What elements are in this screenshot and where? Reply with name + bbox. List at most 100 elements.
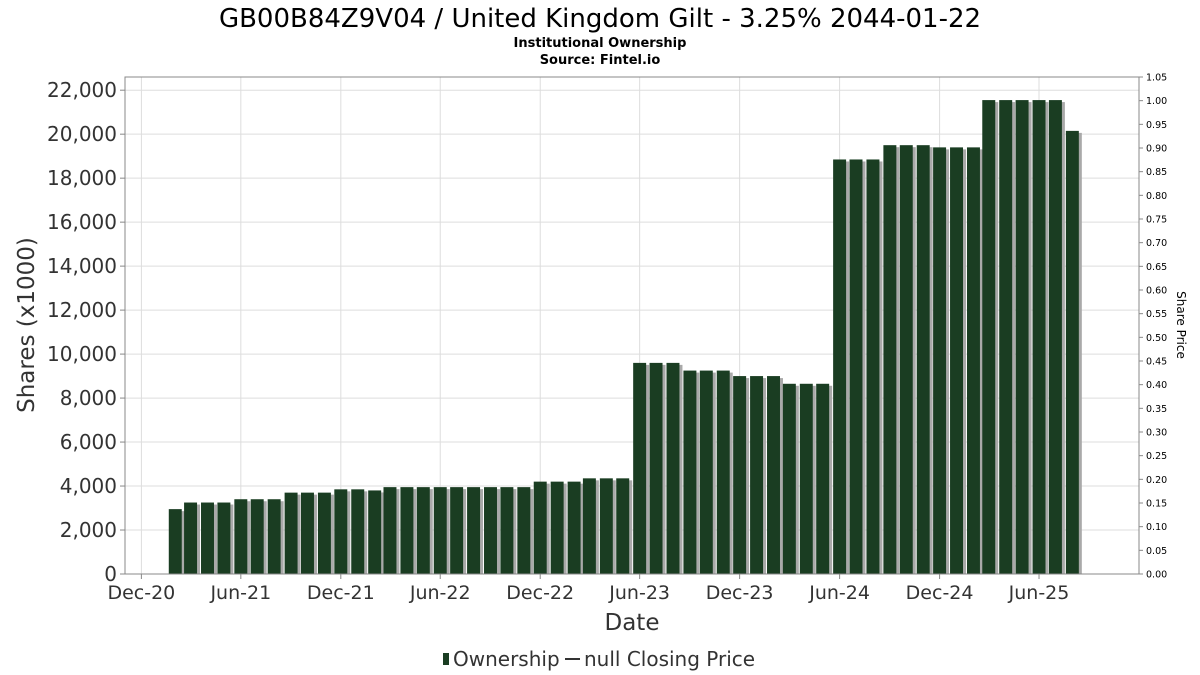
y-tick-label: 20,000 <box>47 122 117 146</box>
bar <box>250 499 264 574</box>
bar <box>300 492 314 574</box>
y-tick-label: 8,000 <box>60 386 117 410</box>
y2-tick-label: 0.20 <box>1146 475 1167 486</box>
y-tick-label: 16,000 <box>47 210 117 234</box>
bar <box>999 100 1013 575</box>
bar <box>433 487 447 574</box>
bar <box>799 383 813 574</box>
bar <box>950 147 964 574</box>
bar <box>533 481 547 574</box>
x-axis-label: Date <box>605 610 660 636</box>
bar <box>899 145 913 575</box>
y2-tick-label: 0.10 <box>1146 522 1167 533</box>
x-tick-label: Dec-22 <box>506 582 574 604</box>
y2-tick-label: 0.40 <box>1146 380 1167 391</box>
y2-tick-label: 0.00 <box>1146 570 1167 581</box>
y2-tick-label: 1.05 <box>1146 73 1167 84</box>
bar <box>849 159 863 575</box>
y2-tick-label: 0.35 <box>1146 404 1167 415</box>
y2-tick-label: 0.15 <box>1146 499 1167 510</box>
y-tick-label: 14,000 <box>47 254 117 278</box>
y2-tick-label: 1.00 <box>1146 96 1167 107</box>
bar <box>168 509 182 574</box>
legend: Ownership null Closing Price <box>443 647 755 671</box>
bar <box>716 370 730 574</box>
y2-axis-ticks: 0.00 0.05 0.10 0.15 0.20 0.25 0.30 0.35 0.40 0.45… <box>1139 73 1167 581</box>
bar <box>1032 100 1046 575</box>
bar <box>599 478 613 574</box>
bar <box>683 370 697 574</box>
bar <box>582 478 596 574</box>
bar <box>649 362 663 574</box>
y-tick-label: 0 <box>104 562 117 586</box>
bar <box>450 487 464 574</box>
bar <box>567 481 581 574</box>
bar <box>1048 100 1062 575</box>
y2-tick-label: 0.45 <box>1146 357 1167 368</box>
x-tick-label: Jun-22 <box>409 582 471 604</box>
bar <box>383 487 397 574</box>
bar <box>201 502 214 574</box>
y-axis-label: Shares (x1000) <box>14 237 40 413</box>
bar <box>334 489 348 574</box>
x-tick-label: Jun-21 <box>209 582 271 604</box>
x-axis-ticks: Dec-20 Jun-21 Dec-21 Jun-22 Dec-22 Jun-23 Dec-… <box>107 574 1069 604</box>
x-tick-label: Dec-21 <box>307 582 375 604</box>
bar <box>234 499 248 574</box>
plot-area-frame <box>124 76 1140 575</box>
y2-tick-label: 0.90 <box>1146 144 1167 155</box>
chart-subtitle-line-2: Source: Fintel.io <box>540 53 661 68</box>
x-tick-label: Dec-24 <box>906 582 974 604</box>
bar <box>484 487 497 574</box>
bar <box>699 370 713 574</box>
x-tick-label: Jun-25 <box>1008 582 1070 604</box>
bar <box>351 489 365 574</box>
bar <box>666 362 680 574</box>
y2-tick-label: 0.80 <box>1146 191 1167 202</box>
legend-label-closing-price: null Closing Price <box>584 647 755 671</box>
chart-subtitle-line-1: Institutional Ownership <box>514 36 687 51</box>
y-tick-label: 4,000 <box>60 474 117 498</box>
bar <box>750 376 764 574</box>
y-tick-label: 10,000 <box>47 342 117 366</box>
bar <box>866 159 880 575</box>
x-tick-label: Jun-24 <box>808 582 870 604</box>
bar <box>400 487 414 574</box>
bar <box>883 145 897 575</box>
bars <box>168 100 1082 575</box>
y-tick-label: 12,000 <box>47 298 117 322</box>
bar <box>467 487 481 574</box>
y-tick-label: 22,000 <box>47 78 117 102</box>
y2-tick-label: 0.65 <box>1146 262 1167 273</box>
y2-tick-label: 0.50 <box>1146 333 1167 344</box>
bar <box>633 362 647 574</box>
y-tick-label: 2,000 <box>60 518 117 542</box>
x-tick-label: Dec-23 <box>706 582 774 604</box>
y2-tick-label: 0.30 <box>1146 428 1167 439</box>
chart-title: GB00B84Z9V04 / United Kingdom Gilt - 3.2… <box>219 4 981 34</box>
bar <box>767 376 780 574</box>
bar <box>1065 130 1079 575</box>
y-tick-label: 6,000 <box>60 430 117 454</box>
bar <box>1015 100 1029 575</box>
bar <box>966 147 980 574</box>
bar <box>368 490 382 574</box>
y2-tick-label: 0.05 <box>1146 546 1167 557</box>
bar <box>833 159 847 575</box>
bar <box>317 492 331 574</box>
bar <box>267 499 281 574</box>
bar <box>184 502 198 574</box>
y2-tick-label: 0.75 <box>1146 215 1167 226</box>
y2-tick-label: 0.85 <box>1146 167 1167 178</box>
y2-tick-label: 0.55 <box>1146 309 1167 320</box>
bar <box>517 487 531 574</box>
bar <box>284 492 298 574</box>
y2-tick-label: 0.60 <box>1146 286 1167 297</box>
bar <box>933 147 947 574</box>
bar <box>916 145 930 575</box>
x-tick-label: Dec-20 <box>107 582 175 604</box>
bar <box>982 100 996 575</box>
bar <box>616 478 630 574</box>
y-tick-label: 18,000 <box>47 166 117 190</box>
bar <box>782 383 796 574</box>
